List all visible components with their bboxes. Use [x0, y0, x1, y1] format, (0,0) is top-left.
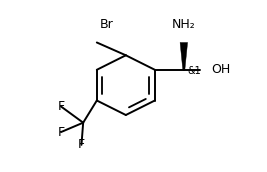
Text: OH: OH [211, 63, 230, 76]
Text: F: F [57, 100, 65, 113]
Text: &1: &1 [187, 66, 201, 76]
Polygon shape [180, 42, 188, 70]
Text: F: F [57, 126, 65, 139]
Text: Br: Br [99, 18, 113, 31]
Text: F: F [78, 138, 85, 151]
Text: NH₂: NH₂ [172, 18, 196, 31]
